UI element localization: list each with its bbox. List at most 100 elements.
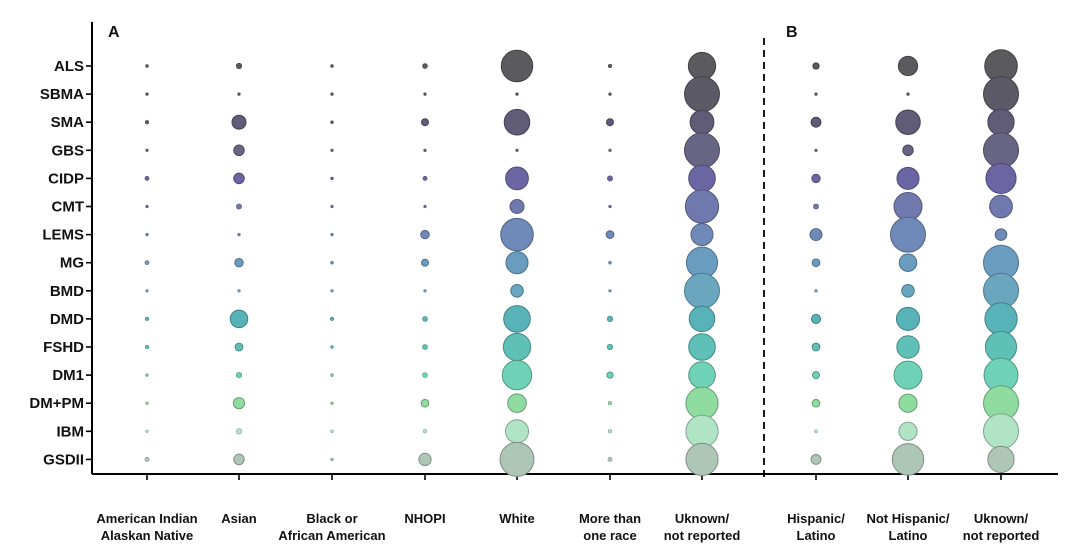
bubble xyxy=(687,51,717,81)
row-label: BMD xyxy=(50,283,84,300)
bubble xyxy=(330,64,334,68)
row-label: ALS xyxy=(54,58,84,75)
bubble xyxy=(233,144,245,157)
bubble xyxy=(237,92,241,96)
bubble xyxy=(891,443,925,476)
bubble xyxy=(330,401,334,405)
bubble xyxy=(330,261,334,265)
column-label: African American xyxy=(278,528,385,543)
bubble xyxy=(515,92,519,96)
bubble xyxy=(896,335,920,359)
bubble xyxy=(896,166,920,190)
bubble xyxy=(144,456,150,462)
bubble xyxy=(330,373,334,377)
bubble xyxy=(607,456,613,462)
bubble xyxy=(987,445,1015,474)
bubble xyxy=(897,55,919,77)
bubble xyxy=(690,223,714,247)
bubble xyxy=(501,359,533,391)
bubble xyxy=(895,306,921,331)
bubble xyxy=(515,148,519,152)
bubble xyxy=(418,452,432,467)
bubble xyxy=(893,360,923,390)
bubble xyxy=(509,199,525,214)
bubble xyxy=(330,204,334,209)
bubble xyxy=(901,284,915,298)
column-label: Hispanic/ xyxy=(787,511,845,526)
bubble xyxy=(890,216,926,253)
bubble xyxy=(422,175,428,181)
bubble xyxy=(684,189,720,224)
bubble xyxy=(809,228,823,242)
bubble xyxy=(810,116,822,128)
row-label: GBS xyxy=(51,142,84,159)
bubble xyxy=(421,118,429,127)
bubble xyxy=(811,173,821,184)
bubble xyxy=(684,76,720,113)
bubble xyxy=(983,132,1019,169)
bubble xyxy=(898,421,918,441)
bubble xyxy=(144,120,150,125)
column-label: Uknown/ xyxy=(974,511,1029,526)
bubble xyxy=(684,272,720,309)
bubble xyxy=(144,344,150,350)
bubble xyxy=(422,372,428,378)
bubble xyxy=(607,401,613,406)
column-label: Latino xyxy=(889,528,928,543)
row-label: DM+PM xyxy=(29,395,84,412)
bubble xyxy=(502,332,532,362)
column-label: not reported xyxy=(664,528,741,543)
bubble xyxy=(505,166,529,191)
column-label: one race xyxy=(583,528,636,543)
bubble xyxy=(685,386,719,420)
bubble xyxy=(423,92,427,96)
bubble xyxy=(145,92,149,96)
bubble xyxy=(898,393,918,413)
bubble xyxy=(504,419,530,444)
bubble xyxy=(422,316,428,322)
bubble xyxy=(330,457,334,462)
bubble xyxy=(145,233,149,237)
bubble xyxy=(989,194,1013,219)
row-label: DM1 xyxy=(52,367,84,384)
bubble xyxy=(505,251,529,275)
column-label: Not Hispanic/ xyxy=(866,511,949,526)
bubble xyxy=(812,62,820,70)
column-label: American Indian xyxy=(96,511,197,526)
bubble xyxy=(420,398,430,408)
bubble xyxy=(607,429,613,434)
bubble xyxy=(421,258,429,267)
bubble xyxy=(811,258,821,268)
row-label: FSHD xyxy=(43,339,84,356)
column-label: More than xyxy=(579,511,641,526)
bubble xyxy=(684,132,720,169)
row-label: DMD xyxy=(50,311,84,328)
bubble xyxy=(812,371,820,380)
bubble xyxy=(232,397,246,410)
row-label: MG xyxy=(60,255,84,272)
bubble xyxy=(145,64,149,68)
bubble xyxy=(420,229,430,240)
bubble xyxy=(144,316,150,321)
bubble xyxy=(330,429,334,433)
column-label: Latino xyxy=(797,528,836,543)
panel-label: A xyxy=(108,24,120,41)
bubble xyxy=(330,92,334,96)
bubble xyxy=(814,289,818,293)
bubble xyxy=(689,109,715,135)
bubble xyxy=(685,414,719,448)
bubble xyxy=(236,203,242,210)
bubble xyxy=(500,217,534,252)
bubble xyxy=(688,333,716,361)
bubble xyxy=(510,284,524,298)
bubble xyxy=(500,49,534,83)
bubble xyxy=(608,261,612,265)
bubble xyxy=(423,204,427,209)
bubble xyxy=(235,62,243,70)
bubble xyxy=(235,428,243,435)
bubble xyxy=(608,148,612,152)
bubble xyxy=(985,162,1017,194)
bubble xyxy=(237,289,241,293)
bubble xyxy=(329,316,335,321)
